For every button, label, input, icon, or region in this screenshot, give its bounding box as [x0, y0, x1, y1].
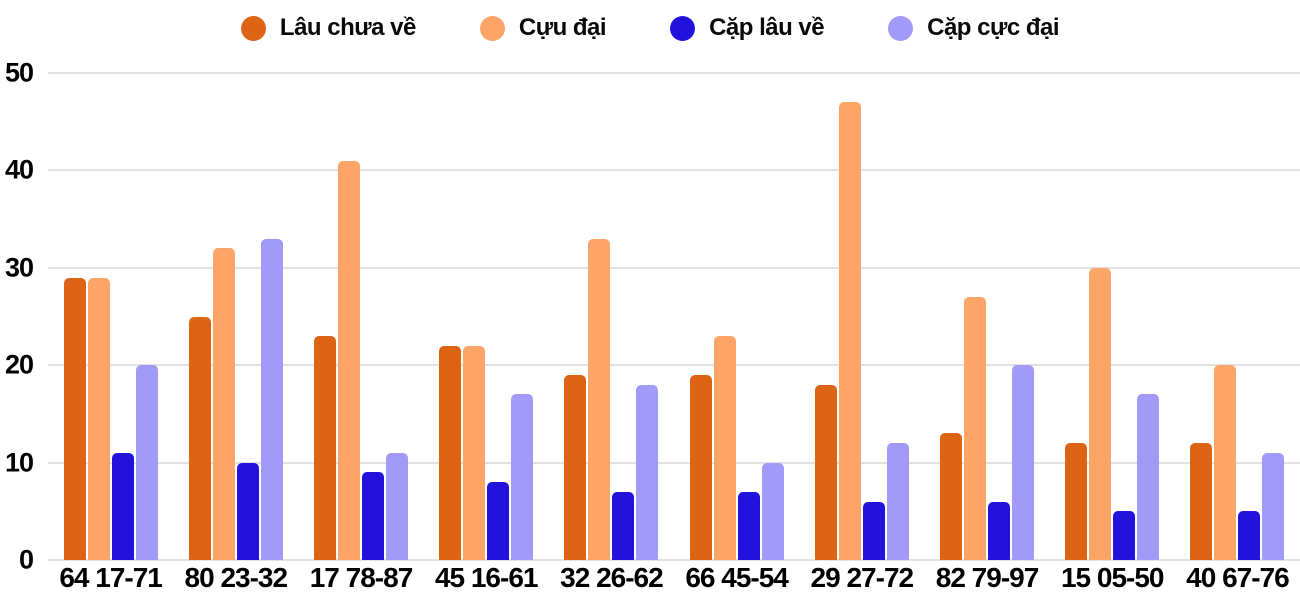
bar-series-2-group-5	[588, 238, 611, 560]
x-axis-category-label: 40 67-76	[1186, 562, 1290, 593]
bar-series-4-group-5	[636, 384, 659, 560]
bar-series-4-group-9	[1137, 394, 1160, 560]
bar-series-2-group-9	[1089, 267, 1112, 560]
bar-series-1-group-3	[314, 335, 336, 560]
legend-color-dot-icon	[888, 15, 914, 41]
bar-series-2-group-2	[212, 248, 235, 560]
bar-group-2	[173, 73, 298, 560]
gridline	[48, 169, 1300, 172]
bar-series-3-group-7	[862, 501, 885, 560]
bar-series-3-group-3	[362, 472, 384, 560]
y-axis-tick-label: 30	[4, 252, 34, 283]
bar-series-2-group-7	[838, 102, 861, 560]
bar-group-6	[674, 73, 799, 560]
bar-series-3-group-4	[487, 482, 510, 560]
y-axis-tick-label: 10	[4, 447, 34, 478]
legend-item-3: Cặp lâu về	[670, 14, 825, 42]
gridline	[48, 72, 1300, 74]
bar-series-1-group-2	[188, 316, 211, 560]
bar-groups	[48, 73, 1300, 560]
bar-series-4-group-6	[761, 462, 784, 560]
legend-label: Cặp cực đại	[927, 14, 1060, 41]
gridline	[48, 364, 1300, 367]
bar-series-1-group-8	[940, 433, 963, 560]
bar-series-4-group-7	[886, 443, 909, 560]
gridline	[48, 559, 1300, 561]
gridline	[48, 461, 1300, 464]
bar-series-2-group-8	[964, 297, 987, 560]
bar-series-4-group-1	[135, 365, 158, 560]
bar-series-3-group-6	[737, 491, 760, 560]
legend-item-4: Cặp cực đại	[888, 14, 1060, 42]
bar-series-1-group-7	[814, 384, 837, 560]
x-axis-category-label: 64 17-71	[59, 562, 163, 593]
legend-label: Cựu đại	[518, 14, 607, 41]
legend-item-1: Lâu chưa về	[240, 14, 416, 42]
bar-group-10	[1175, 73, 1300, 560]
bar-group-4	[424, 73, 549, 560]
legend-label: Lâu chưa về	[279, 14, 416, 41]
bar-series-4-group-3	[386, 452, 408, 560]
plot-area	[48, 72, 1300, 561]
x-axis-category-label: 80 23-32	[184, 562, 289, 593]
bar-series-4-group-8	[1012, 365, 1035, 560]
legend-item-2: Cựu đại	[479, 14, 607, 42]
bar-series-3-group-8	[988, 501, 1011, 560]
bar-series-3-group-1	[111, 452, 134, 560]
x-axis-category-label: 32 26-62	[560, 562, 664, 593]
bar-series-4-group-10	[1262, 452, 1285, 560]
legend-color-dot-icon	[479, 15, 505, 41]
bar-series-3-group-2	[236, 462, 259, 560]
bar-series-3-group-10	[1238, 511, 1261, 560]
bar-series-3-group-5	[612, 491, 635, 560]
legend-label: Cặp lâu về	[709, 14, 825, 41]
bar-series-4-group-4	[511, 394, 534, 560]
x-axis-category-label: 15 05-50	[1060, 562, 1165, 593]
y-axis-tick-label: 40	[4, 154, 34, 185]
x-axis-category-label: 17 78-87	[309, 562, 414, 593]
y-axis: 0 10 20 30 40 50	[0, 59, 34, 573]
bar-group-5	[549, 73, 674, 560]
bar-group-9	[1050, 73, 1175, 560]
bar-series-2-group-10	[1214, 365, 1237, 560]
x-axis-category-label: 45 16-61	[434, 562, 539, 593]
bar-series-1-group-4	[439, 345, 462, 560]
y-axis-tick-label: 0	[18, 544, 34, 575]
y-axis-tick-label: 50	[4, 57, 34, 88]
bar-series-3-group-9	[1113, 511, 1136, 560]
bar-series-2-group-6	[713, 335, 736, 560]
bar-series-2-group-4	[463, 345, 486, 560]
x-axis: 64 17-71 80 23-32 17 78-87 45 16-61 32 26-62…	[48, 562, 1300, 594]
legend-color-dot-icon	[670, 15, 696, 41]
x-axis-category-label: 29 27-72	[810, 562, 915, 593]
x-axis-category-label: 82 79-97	[935, 562, 1040, 593]
bar-series-1-group-5	[564, 374, 587, 560]
x-axis-category-label: 66 45-54	[685, 562, 789, 593]
gridline	[48, 266, 1300, 269]
bar-series-4-group-2	[260, 238, 283, 560]
bar-series-2-group-1	[87, 277, 110, 560]
legend-color-dot-icon	[240, 15, 266, 41]
y-axis-tick-label: 20	[4, 349, 34, 380]
bar-group-8	[924, 73, 1049, 560]
bar-group-7	[799, 73, 924, 560]
bar-series-2-group-3	[338, 160, 360, 560]
bar-series-1-group-1	[63, 277, 86, 560]
bar-group-3	[298, 73, 423, 560]
bar-series-1-group-6	[689, 374, 712, 560]
bar-series-1-group-9	[1065, 443, 1088, 560]
chart-legend: Lâu chưa về Cựu đại Cặp lâu về Cặp cực đại	[0, 12, 1300, 44]
bar-series-1-group-10	[1190, 443, 1213, 560]
bar-group-1	[48, 73, 173, 560]
